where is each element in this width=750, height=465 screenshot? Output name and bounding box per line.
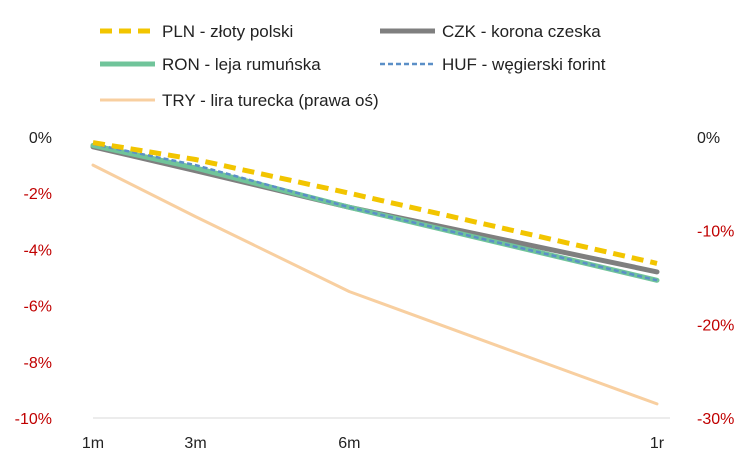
x-axis-ticks: 1m 3m 6m 1r bbox=[82, 435, 665, 452]
y-right-tick-label: -20% bbox=[697, 317, 734, 334]
series-line-try bbox=[91, 163, 659, 406]
plot-area bbox=[90, 140, 670, 419]
legend-item-huf: HUF - węgierski forint bbox=[380, 55, 606, 74]
legend-item-ron: RON - leja rumuńska bbox=[100, 55, 321, 74]
y-right-tick-label: 0% bbox=[697, 130, 720, 147]
series-layer bbox=[90, 140, 660, 406]
y-right-tick-label: -10% bbox=[697, 224, 734, 241]
y-left-tick-label: -2% bbox=[24, 186, 52, 203]
series-line-ron bbox=[90, 142, 660, 283]
x-tick-label: 1r bbox=[650, 435, 665, 452]
legend: PLN - złoty polski CZK - korona czeska RON… bbox=[100, 22, 606, 110]
x-tick-label: 1m bbox=[82, 435, 104, 452]
legend-label: RON - leja rumuńska bbox=[162, 55, 321, 74]
legend-label: HUF - węgierski forint bbox=[442, 55, 606, 74]
legend-label: PLN - złoty polski bbox=[162, 22, 293, 41]
x-tick-label: 3m bbox=[184, 435, 206, 452]
y-left-tick-label: -8% bbox=[24, 355, 52, 372]
y-left-tick-label: 0% bbox=[29, 130, 52, 147]
y-right-tick-label: -30% bbox=[697, 411, 734, 428]
legend-label: TRY - lira turecka (prawa oś) bbox=[162, 91, 379, 110]
x-tick-label: 6m bbox=[338, 435, 360, 452]
legend-item-czk: CZK - korona czeska bbox=[380, 22, 601, 41]
y-left-tick-label: -6% bbox=[24, 299, 52, 316]
legend-label: CZK - korona czeska bbox=[442, 22, 601, 41]
legend-item-pln: PLN - złoty polski bbox=[100, 22, 293, 41]
y-axis-right-ticks: 0% -10% -20% -30% bbox=[697, 130, 734, 428]
y-axis-left-ticks: 0% -2% -4% -6% -8% -10% bbox=[15, 130, 52, 428]
legend-item-try: TRY - lira turecka (prawa oś) bbox=[100, 91, 379, 110]
y-left-tick-label: -10% bbox=[15, 411, 52, 428]
series-line-pln bbox=[92, 140, 658, 266]
series-line-huf bbox=[92, 142, 658, 282]
y-left-tick-label: -4% bbox=[24, 242, 52, 259]
